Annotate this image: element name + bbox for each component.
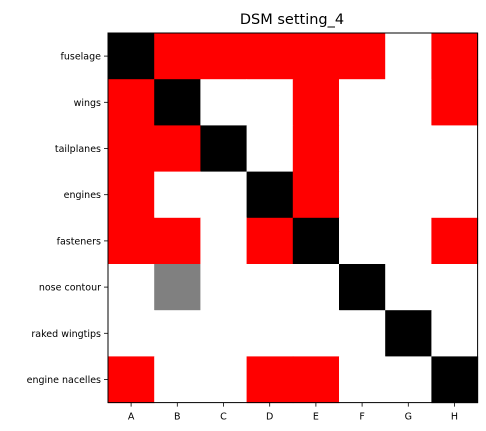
x-tick-label-G: G <box>405 412 412 423</box>
cell-nose-contour-H <box>431 264 479 311</box>
heatmap-cells <box>108 33 479 404</box>
x-tick-label-E: E <box>313 412 319 423</box>
cell-wings-H <box>431 79 479 126</box>
cell-raked-wingtips-F <box>339 310 386 357</box>
cell-wings-C <box>200 79 248 126</box>
cell-fuselage-B <box>154 33 201 80</box>
cell-nose-contour-B <box>154 264 201 311</box>
cell-raked-wingtips-C <box>200 310 248 357</box>
cell-fasteners-F <box>339 217 386 265</box>
x-axis: A B C D E F G H <box>128 402 458 423</box>
cell-engines-H <box>431 171 479 219</box>
cell-nose-contour-C <box>200 264 248 311</box>
x-tick-label-H: H <box>451 412 458 423</box>
cell-raked-wingtips-H <box>431 310 479 357</box>
cell-engines-C <box>200 171 248 219</box>
cell-wings-F <box>339 79 386 126</box>
cell-nose-contour-F <box>339 264 386 311</box>
cell-fuselage-D <box>246 33 294 80</box>
cell-nose-contour-E <box>292 264 340 311</box>
cell-engines-E <box>292 171 340 219</box>
cell-wings-E <box>292 79 340 126</box>
y-tick-label-nose-contour: nose contour <box>39 283 101 294</box>
cell-fuselage-E <box>292 33 340 80</box>
plot-frame <box>107 32 479 404</box>
cell-tailplanes-D <box>246 125 294 173</box>
x-tick-label-B: B <box>174 412 181 423</box>
cell-tailplanes-G <box>385 125 432 173</box>
cell-wings-B <box>154 79 201 126</box>
x-tick-label-D: D <box>266 412 273 423</box>
x-tick-label-F: F <box>359 412 364 423</box>
cell-tailplanes-A <box>108 125 155 173</box>
cell-fuselage-H <box>431 33 479 80</box>
cell-raked-wingtips-E <box>292 310 340 357</box>
cell-raked-wingtips-B <box>154 310 201 357</box>
cell-engine-nacelles-D <box>246 356 294 404</box>
cell-engines-F <box>339 171 386 219</box>
cell-fasteners-C <box>200 217 248 265</box>
cell-engine-nacelles-F <box>339 356 386 404</box>
cell-wings-D <box>246 79 294 126</box>
cell-engine-nacelles-G <box>385 356 432 404</box>
y-tick-label-engine-nacelles: engine nacelles <box>27 375 101 386</box>
cell-fuselage-A <box>108 33 155 80</box>
cell-wings-A <box>108 79 155 126</box>
cell-tailplanes-E <box>292 125 340 173</box>
cell-nose-contour-G <box>385 264 432 311</box>
cell-raked-wingtips-G <box>385 310 432 357</box>
cell-fasteners-G <box>385 217 432 265</box>
cell-fasteners-H <box>431 217 479 265</box>
cell-fasteners-A <box>108 217 155 265</box>
y-tick-label-fuselage: fuselage <box>61 52 102 63</box>
cell-fuselage-C <box>200 33 248 80</box>
cell-engines-G <box>385 171 432 219</box>
cell-engines-B <box>154 171 201 219</box>
chart-title: DSM setting_4 <box>240 12 344 28</box>
y-tick-label-tailplanes: tailplanes <box>55 144 101 155</box>
x-tick-label-C: C <box>220 412 227 423</box>
y-tick-label-engines: engines <box>64 190 101 201</box>
cell-fasteners-D <box>246 217 294 265</box>
cell-engine-nacelles-E <box>292 356 340 404</box>
cell-wings-G <box>385 79 432 126</box>
cell-nose-contour-A <box>108 264 155 311</box>
cell-engines-D <box>246 171 294 219</box>
cell-tailplanes-H <box>431 125 479 173</box>
cell-tailplanes-B <box>154 125 201 173</box>
cell-engine-nacelles-H <box>431 356 479 404</box>
cell-engine-nacelles-A <box>108 356 155 404</box>
cell-tailplanes-F <box>339 125 386 173</box>
cell-fasteners-E <box>292 217 340 265</box>
cell-raked-wingtips-D <box>246 310 294 357</box>
cell-fuselage-G <box>385 33 432 80</box>
y-tick-label-wings: wings <box>74 98 101 109</box>
y-tick-label-raked-wingtips: raked wingtips <box>31 329 101 340</box>
y-axis: fuselage wings tailplanes engines fasteners n… <box>27 52 108 386</box>
cell-fuselage-F <box>339 33 386 80</box>
cell-raked-wingtips-A <box>108 310 155 357</box>
y-tick-label-fasteners: fasteners <box>57 236 101 247</box>
cell-fasteners-B <box>154 217 201 265</box>
cell-nose-contour-D <box>246 264 294 311</box>
x-tick-label-A: A <box>128 412 135 423</box>
cell-engines-A <box>108 171 155 219</box>
cell-tailplanes-C <box>200 125 248 173</box>
cell-engine-nacelles-B <box>154 356 201 404</box>
cell-engine-nacelles-C <box>200 356 248 404</box>
